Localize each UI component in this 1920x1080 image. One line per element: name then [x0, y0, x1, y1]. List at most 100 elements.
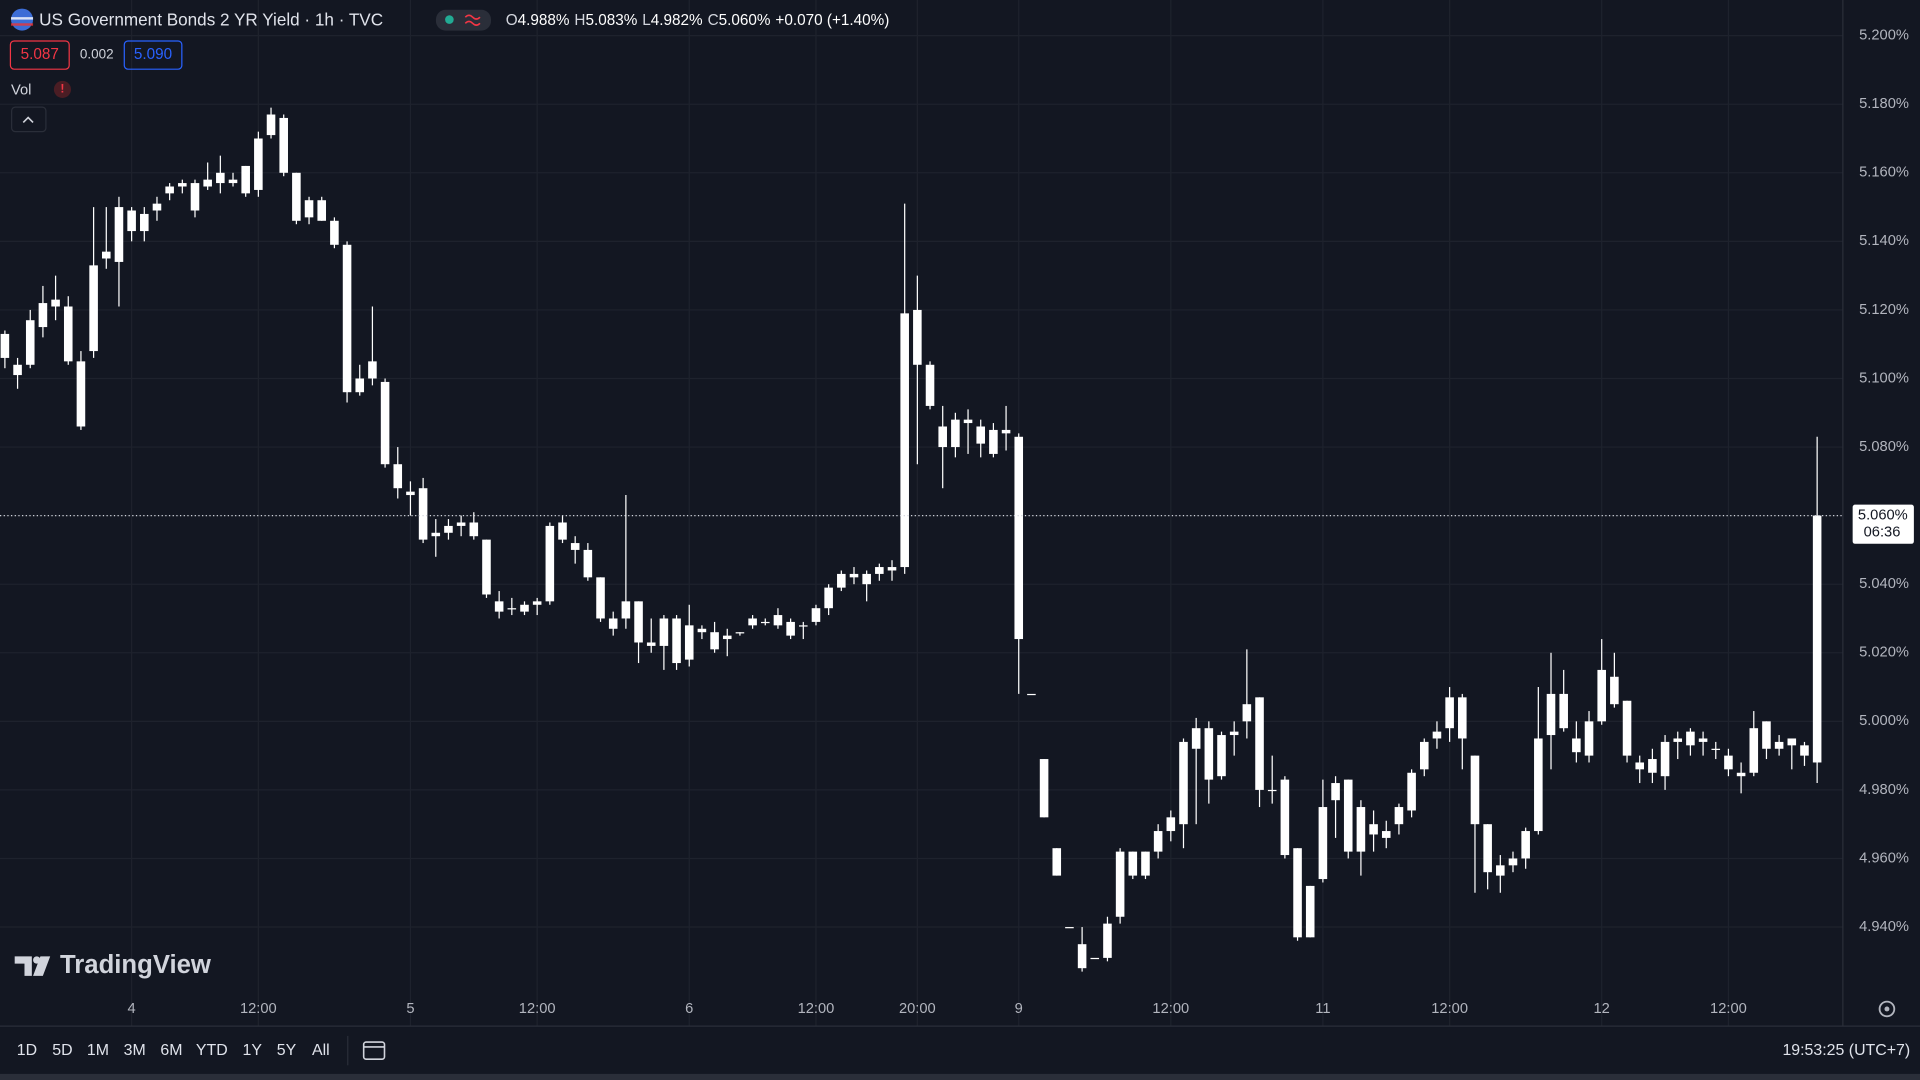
candle-body — [1660, 741, 1670, 777]
candle-body — [165, 186, 174, 194]
timeframe-button[interactable]: 1Y — [243, 1042, 263, 1059]
candle-body — [101, 251, 111, 259]
candle-body — [1381, 831, 1391, 838]
candle-body — [849, 573, 859, 578]
x-tick-label: 12:00 — [798, 1001, 835, 1017]
candle-body — [1648, 759, 1657, 773]
logo-mark — [14, 956, 51, 976]
candle-body — [1141, 851, 1150, 876]
volume-warning-badge[interactable] — [53, 80, 72, 98]
candle-body — [279, 117, 288, 173]
timeframe-button[interactable]: YTD — [196, 1042, 228, 1059]
bid[interactable]: 5.087 — [21, 46, 59, 63]
x-tick-label: 20:00 — [899, 1001, 936, 1017]
logo-dot — [33, 956, 41, 964]
candle-body — [342, 244, 352, 393]
y-tick-label: 5.180% — [1859, 96, 1909, 112]
candle-body — [203, 179, 212, 187]
axes: 4.940% 4.960% 4.980% 5.000% 5.020% 5.040% 5.06… — [0, 28, 1914, 1017]
ohlc-key: O — [506, 12, 518, 29]
collapse-button[interactable] — [11, 106, 47, 133]
timeframe-buttons: 1D 5D 1M 3M 6M YTD 1Y 5Y All — [17, 1042, 330, 1059]
last-price-label: 5.060% — [1858, 508, 1908, 524]
candle-body — [368, 361, 377, 379]
candle-body — [1191, 728, 1201, 749]
candle-body — [317, 200, 327, 221]
candle-body — [773, 615, 783, 626]
volume-warning[interactable]: ! — [60, 82, 64, 96]
candle-body — [190, 183, 200, 211]
candle-body — [418, 488, 428, 540]
candle-body — [1039, 759, 1049, 818]
candle-body — [1508, 858, 1518, 866]
candle-body — [1711, 748, 1721, 750]
candle-body — [558, 522, 567, 540]
candle-body — [114, 207, 124, 262]
candle-body — [1242, 704, 1252, 722]
candle-body — [355, 378, 365, 393]
x-tick-label: 12 — [1594, 1001, 1610, 1017]
candle-body — [951, 419, 960, 448]
candle-body — [596, 577, 605, 619]
candle-body — [431, 532, 441, 537]
y-tick-label: 5.140% — [1859, 233, 1909, 249]
y-tick-label: 4.940% — [1859, 919, 1909, 935]
candle-body — [456, 522, 466, 526]
candle-body — [469, 522, 479, 537]
ask-box[interactable] — [123, 40, 183, 70]
spread: 0.002 — [80, 47, 114, 62]
candle-body — [583, 549, 593, 578]
candle-body — [989, 429, 998, 454]
candle-body — [659, 618, 669, 646]
timeframe-button[interactable]: All — [312, 1042, 330, 1059]
candle-body — [63, 306, 73, 362]
ask[interactable]: 5.090 — [134, 46, 172, 63]
candle-body — [1331, 783, 1340, 801]
date-range-icon[interactable] — [362, 1041, 386, 1060]
timeframe-button[interactable]: 3M — [124, 1042, 146, 1059]
candle-body — [862, 573, 871, 585]
timeframe-button[interactable]: 6M — [160, 1042, 182, 1059]
x-tick-label: 12:00 — [1431, 1001, 1468, 1017]
timeframe-button[interactable]: 1D — [17, 1042, 37, 1059]
candle-body — [1027, 693, 1036, 696]
candle-body — [152, 203, 162, 211]
y-tick-label: 5.100% — [1859, 370, 1909, 386]
candle-body — [1014, 436, 1024, 640]
candle-body — [748, 618, 757, 626]
candle-body — [1597, 669, 1606, 722]
candle-body — [520, 604, 529, 612]
candle-body — [1255, 697, 1264, 790]
flag-stripe — [11, 23, 34, 26]
candle-body — [1724, 755, 1733, 770]
candle-body — [545, 525, 555, 602]
candle-body — [1496, 865, 1505, 876]
volume-label: Vol — [11, 82, 31, 98]
ohlc-key: C — [708, 12, 719, 29]
candle-body — [799, 625, 808, 627]
candle-body — [1115, 851, 1125, 917]
candle-body — [1432, 731, 1442, 739]
candle-body — [1318, 807, 1328, 880]
candle-body — [1077, 944, 1087, 969]
candle-body — [1103, 923, 1112, 958]
bid-box[interactable] — [9, 40, 70, 70]
y-tick-label: 5.160% — [1859, 165, 1909, 181]
candle-body — [913, 309, 922, 365]
timeframe-button[interactable]: 1M — [87, 1042, 109, 1059]
bottom-edge — [0, 1073, 1920, 1080]
settings-icon-core — [1884, 1006, 1890, 1012]
candle-body — [13, 364, 22, 376]
candle-body — [266, 114, 276, 136]
candle-body — [127, 210, 136, 232]
timeframe-button[interactable]: 5Y — [277, 1042, 297, 1059]
x-tick-label: 6 — [685, 1001, 693, 1017]
settings-icon[interactable] — [1878, 1000, 1896, 1018]
candle-body — [76, 361, 86, 427]
candle-body — [1153, 831, 1163, 852]
timeframe-button[interactable]: 5D — [52, 1042, 72, 1059]
candle-body — [1736, 772, 1746, 777]
candle-body — [241, 165, 250, 194]
candle-body — [672, 618, 681, 664]
bar-countdown: 06:36 — [1864, 525, 1901, 541]
